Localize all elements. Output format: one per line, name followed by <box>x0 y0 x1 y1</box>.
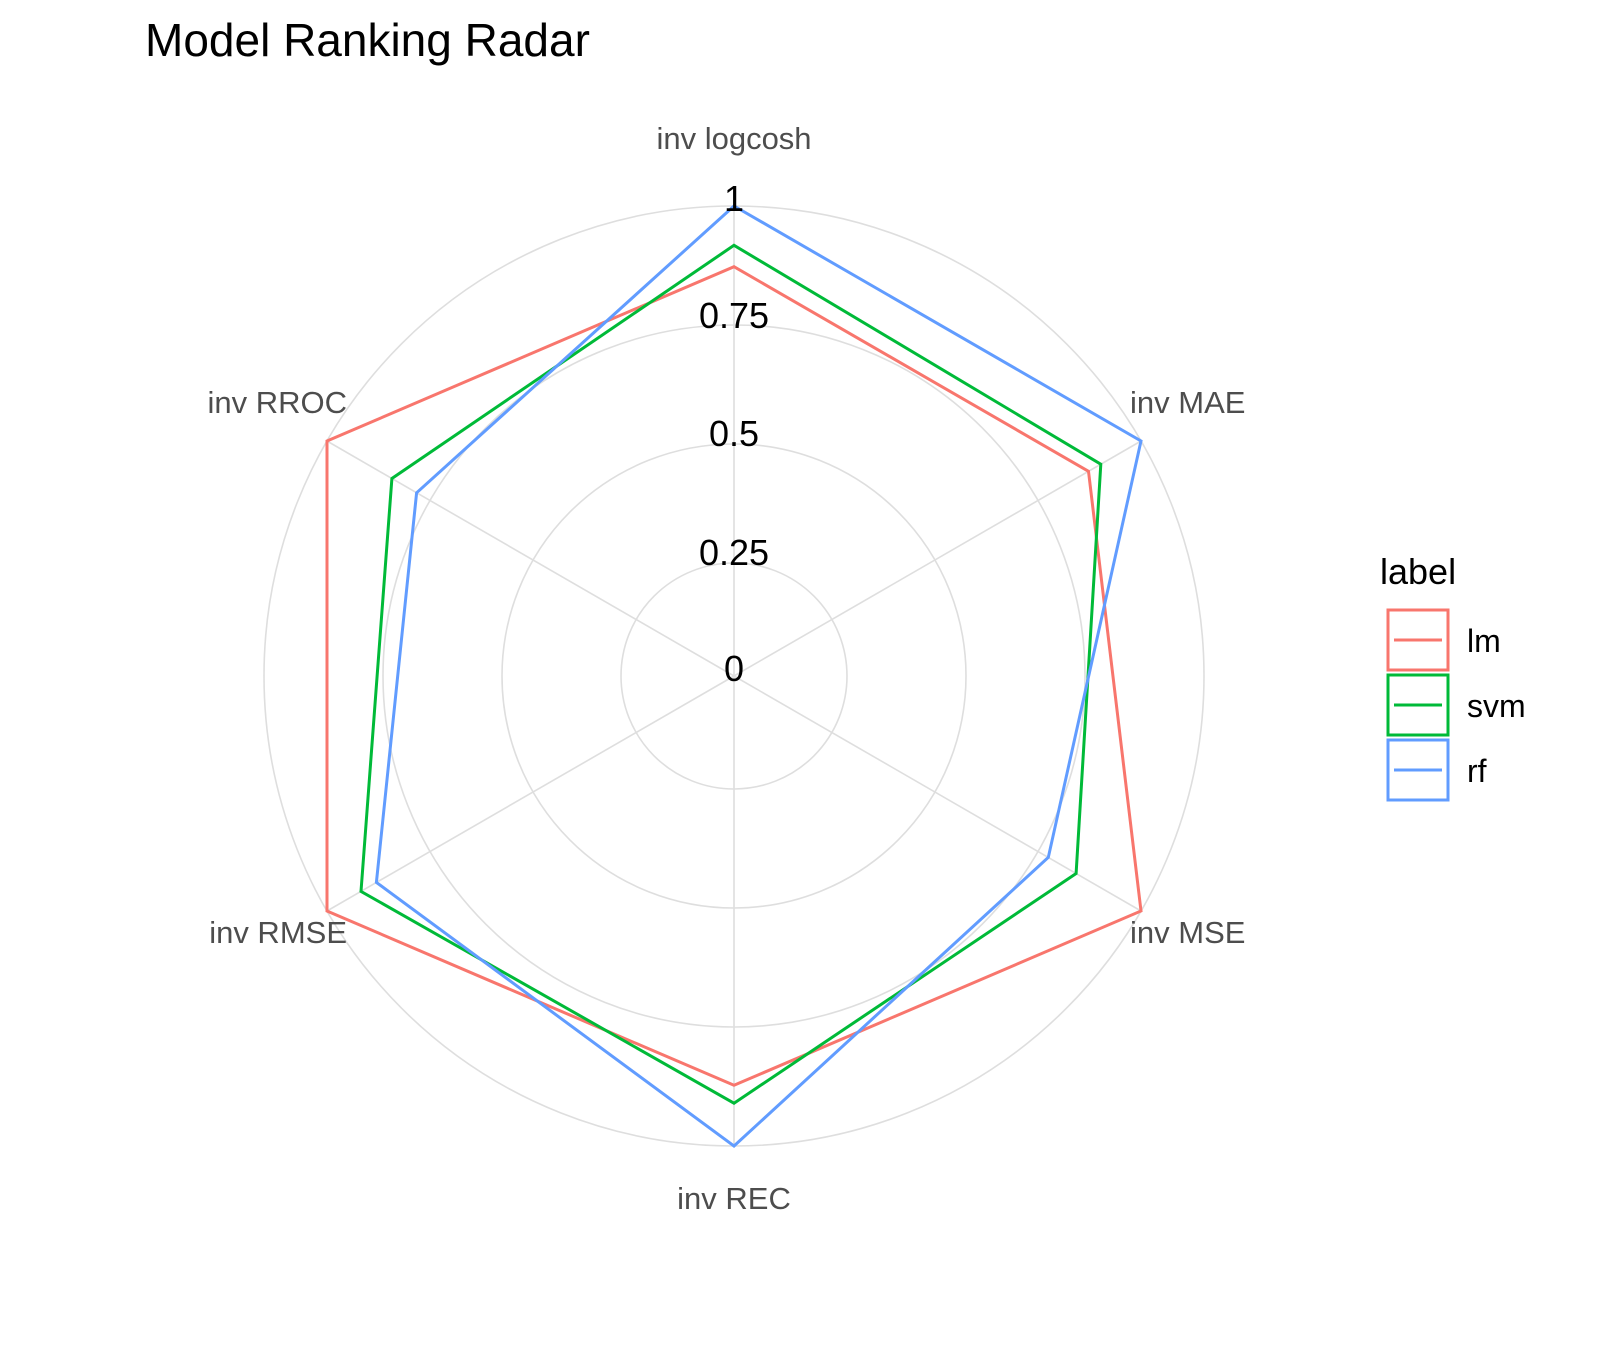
axis-label-0: inv logcosh <box>656 121 811 156</box>
axis-label-4: inv RMSE <box>209 915 347 950</box>
series-svm-line <box>359 243 1103 1105</box>
legend-item-svm: svm <box>1386 673 1526 737</box>
axis-label-1: inv MAE <box>1130 385 1245 420</box>
series-rf-line <box>374 204 1143 1148</box>
axis-label-2: inv MSE <box>1130 915 1245 950</box>
series-lm-line <box>325 265 1143 1087</box>
legend-label-svm: svm <box>1467 688 1526 724</box>
grid-spoke-4 <box>326 675 735 912</box>
grid-spoke-5 <box>326 440 735 677</box>
radial-tick-label-3: 0.75 <box>699 295 769 336</box>
radial-tick-label-1: 0.25 <box>699 532 769 573</box>
legend-item-lm: lm <box>1386 608 1501 672</box>
radial-tick-label-2: 0.5 <box>709 413 759 454</box>
grid-spoke-1 <box>733 440 1142 677</box>
radial-tick-label-0: 0 <box>724 648 744 689</box>
radial-tick-label-4: 1 <box>724 178 744 219</box>
axis-label-3: inv REC <box>677 1181 791 1216</box>
legend-label-rf: rf <box>1467 753 1487 789</box>
legend-title: label <box>1380 551 1456 592</box>
series-layer <box>325 204 1143 1148</box>
grid-spoke-2 <box>733 675 1142 912</box>
legend: label lm svm rf <box>1380 551 1526 802</box>
legend-label-lm: lm <box>1467 623 1501 659</box>
legend-item-rf: rf <box>1386 738 1487 802</box>
tick-layer: 0 0.25 0.5 0.75 1 <box>699 178 769 689</box>
chart-title: Model Ranking Radar <box>145 14 590 66</box>
axis-label-5: inv RROC <box>207 385 347 420</box>
axis-label-layer: inv logcosh inv MAE inv MSE inv REC inv RMSE… <box>207 121 1245 1216</box>
